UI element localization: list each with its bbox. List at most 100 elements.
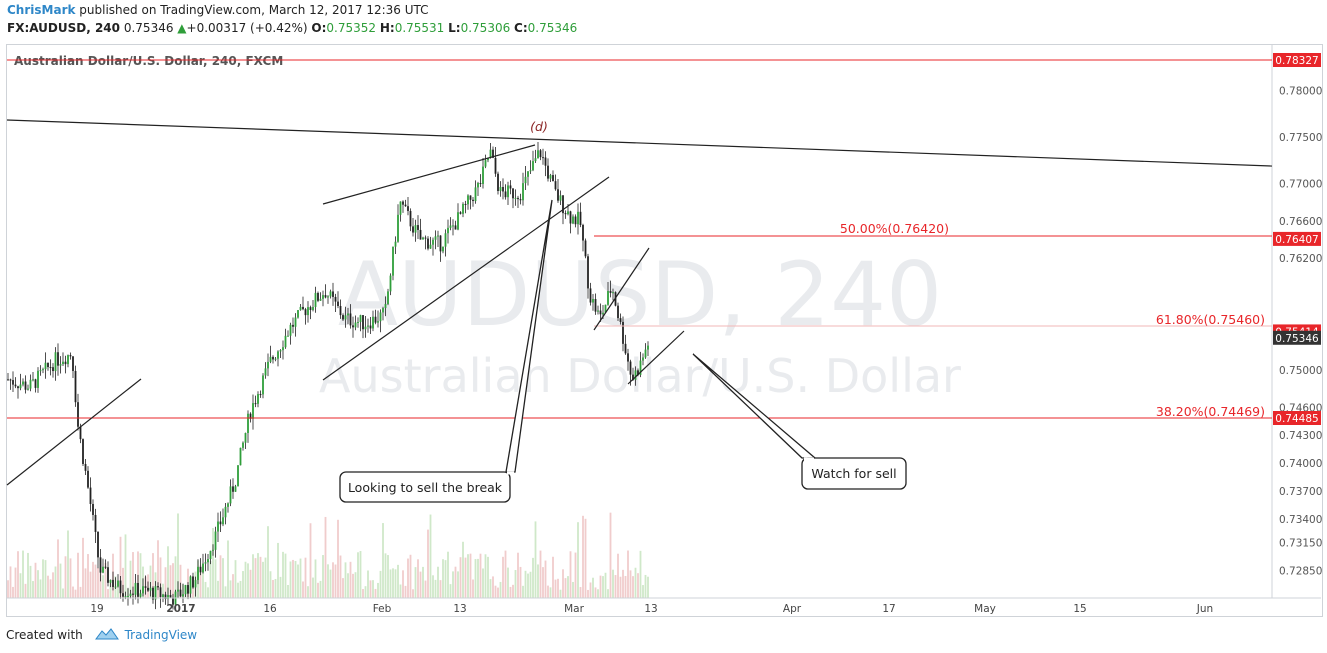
time-axis[interactable]: 19 2017 16 Feb 13 Mar 13 Apr 17 May 15 Jun [90, 603, 1213, 615]
volume-bar [599, 575, 602, 598]
candle-body [229, 486, 232, 504]
candle-body [172, 597, 174, 605]
candle-body [69, 355, 72, 357]
chart-frame[interactable] [6, 44, 1323, 617]
flag-lower-line[interactable] [627, 330, 685, 385]
candle-body [557, 189, 559, 201]
candle-body [157, 586, 159, 588]
candle-body [339, 306, 342, 316]
candle-body [289, 324, 292, 336]
symbol-name: FX:AUDUSD, 240 [7, 21, 121, 35]
volume-bar [64, 556, 67, 598]
volume-bar [94, 564, 97, 598]
volume-bar [59, 563, 62, 598]
left-trendline[interactable] [6, 378, 142, 486]
candle-body [572, 216, 574, 224]
volume-bar [489, 579, 492, 598]
volume-bar [262, 561, 264, 598]
volume-bar [594, 587, 597, 598]
candle-body [319, 298, 322, 301]
candle-body [584, 240, 587, 257]
candle-body [517, 197, 519, 200]
price-change: +0.00317 (+0.42%) [186, 21, 308, 35]
candle-body [139, 593, 142, 597]
wedge-lower-line[interactable] [322, 176, 610, 381]
volume-bar [87, 554, 89, 598]
candle-body [444, 233, 447, 247]
volume-bar [282, 551, 284, 598]
close-label: C: [514, 21, 528, 35]
volume-bar [219, 555, 222, 598]
volume-bar [372, 580, 374, 598]
candle-body [184, 585, 187, 595]
volume-bar [177, 513, 179, 598]
candle-body [619, 318, 622, 322]
candle-body [384, 303, 387, 309]
time-tick-label: 13 [453, 603, 466, 615]
candle-body [567, 211, 569, 215]
candle-body [154, 586, 157, 600]
volume-bar [424, 580, 427, 598]
candle-body [89, 487, 92, 504]
callout-watch-sell[interactable]: Watch for sell [692, 353, 907, 490]
candle-body [267, 361, 269, 369]
candle-body [332, 291, 334, 297]
candle-body [454, 225, 457, 230]
candle-body [189, 576, 192, 594]
volume-bar [474, 559, 477, 598]
watermark-symbol: AUDUSD, 240 [338, 243, 942, 346]
candle-body [262, 375, 264, 395]
volume-bar [574, 552, 577, 598]
author-link[interactable]: ChrisMark [7, 3, 76, 17]
candle-body [519, 199, 522, 201]
candle-body [564, 213, 567, 215]
watermark-name: Australian Dollar/U.S. Dollar [319, 349, 961, 403]
long-trendline[interactable] [6, 119, 1273, 167]
candle-body [439, 235, 442, 252]
volume-bar [14, 567, 17, 598]
candle-body [129, 593, 132, 596]
candle-body [79, 426, 82, 440]
volume-bar [627, 550, 629, 598]
candle-body [14, 384, 17, 387]
symbol-info: FX:AUDUSD, 240 0.75346 ▲+0.00317 (+0.42%… [7, 21, 577, 35]
volume-bar [272, 579, 274, 598]
volume-bar [107, 589, 109, 598]
volume-bar [334, 564, 337, 598]
volume-bar [497, 587, 499, 598]
price-axis[interactable]: 0.78000 0.77500 0.77000 0.76600 0.76200 0.750… [1279, 85, 1322, 577]
wedge-upper-line[interactable] [322, 144, 536, 205]
tradingview-link[interactable]: TradingView [124, 628, 198, 642]
volume-bar [629, 570, 632, 598]
candle-body [102, 566, 104, 573]
flag-upper-line[interactable] [593, 247, 650, 331]
volume-bar [432, 575, 434, 598]
candle-body [192, 576, 194, 588]
candle-body [179, 589, 182, 597]
volume-bar [212, 528, 214, 598]
candle-body [217, 521, 219, 532]
open-label: O: [311, 21, 327, 35]
candle-body [337, 301, 339, 307]
candle-body [532, 161, 534, 171]
candle-body [54, 352, 57, 372]
volume-bar [607, 589, 609, 598]
volume-bar [454, 566, 457, 598]
tradingview-logo-icon[interactable] [94, 627, 119, 644]
candle-body [587, 256, 589, 289]
candle-body [307, 307, 309, 316]
volume-bar [412, 589, 414, 598]
volume-bar [24, 583, 27, 598]
time-tick-label: 13 [644, 603, 657, 615]
volume-bar [269, 571, 272, 598]
callout-sell-break[interactable]: Looking to sell the break [339, 199, 553, 503]
volume-bar [472, 579, 474, 598]
volume-bar [169, 565, 172, 598]
volume-bar [637, 573, 639, 598]
chart-title: Australian Dollar/U.S. Dollar, 240, FXCM [14, 54, 283, 68]
volume-bar [647, 576, 649, 598]
candle-body [612, 292, 614, 294]
volume-bar [369, 580, 372, 598]
volume-bar [37, 570, 39, 598]
